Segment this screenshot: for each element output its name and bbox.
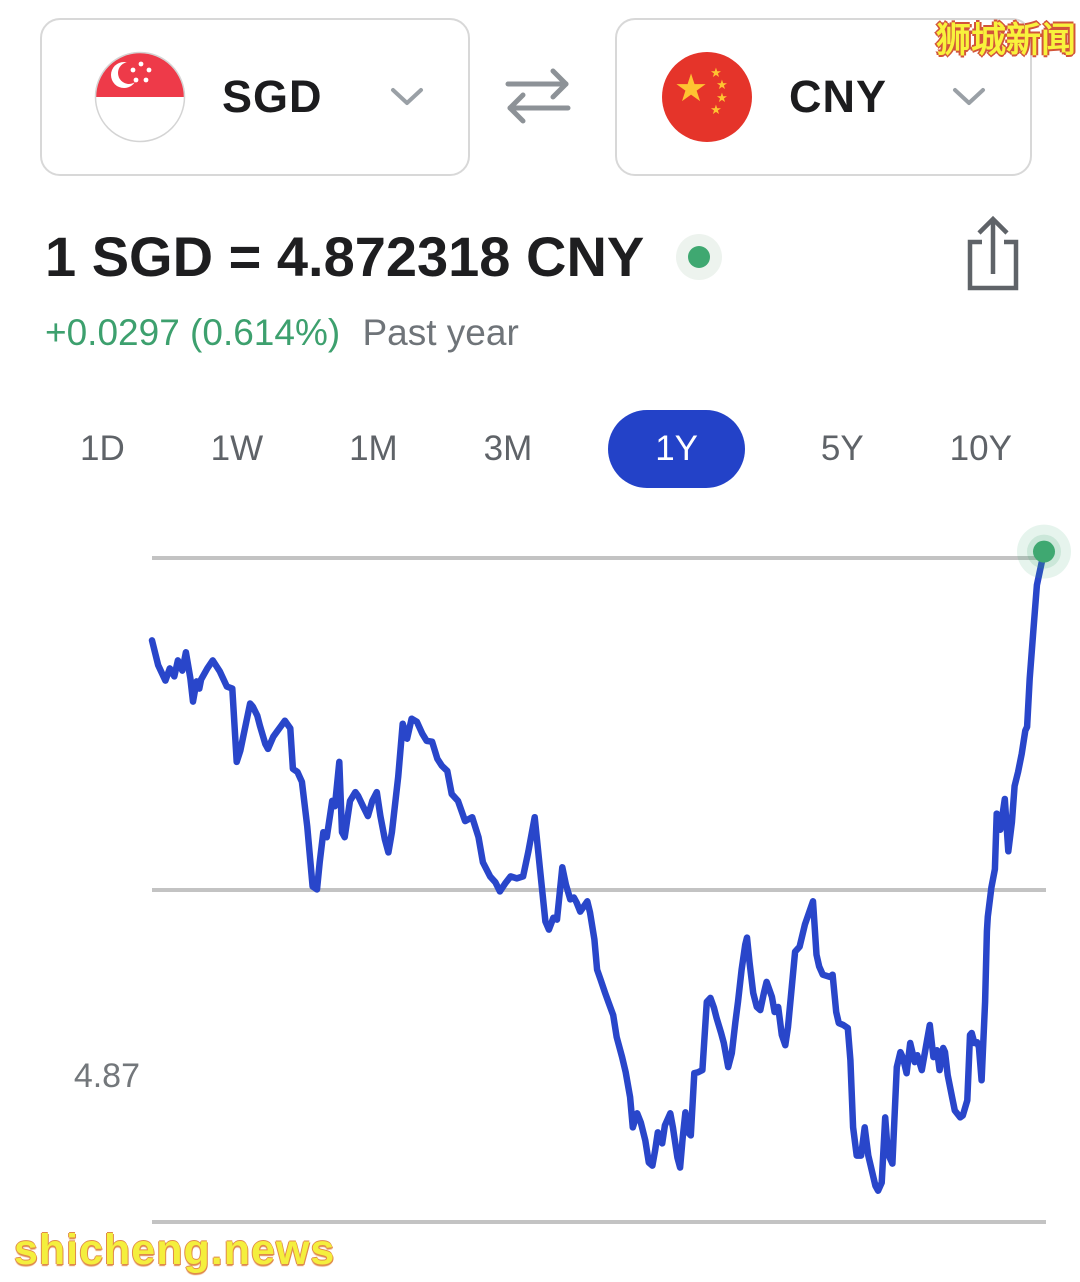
- tab-1y[interactable]: 1Y: [608, 410, 745, 488]
- svg-text:★: ★: [710, 66, 722, 81]
- tab-5y[interactable]: 5Y: [820, 429, 864, 468]
- svg-text:★: ★: [716, 78, 728, 93]
- to-currency-code: CNY: [789, 71, 888, 122]
- exchange-rate-text: 1 SGD = 4.872318 CNY: [45, 225, 645, 288]
- to-currency-selector[interactable]: ★ ★ ★ ★ ★ CNY: [615, 18, 1032, 176]
- exchange-rate-chart[interactable]: 4.87 4.75 4.63: [0, 520, 1080, 1282]
- y-axis-tick-label: 4.87: [73, 1057, 140, 1095]
- rate-change-value: +0.0297 (0.614%): [45, 312, 341, 353]
- tab-1w[interactable]: 1W: [210, 429, 264, 468]
- rate-change-period: Past year: [362, 312, 519, 353]
- tab-1m[interactable]: 1M: [349, 429, 398, 468]
- singapore-flag-icon: [94, 51, 186, 143]
- tab-1d[interactable]: 1D: [80, 429, 125, 468]
- rate-line-chart-svg[interactable]: [0, 520, 1080, 1282]
- svg-text:★: ★: [710, 103, 722, 118]
- live-rate-dot-icon: [676, 233, 723, 280]
- chevron-down-icon: [390, 87, 424, 107]
- svg-text:★: ★: [716, 91, 728, 106]
- rate-change-row: +0.0297 (0.614%) Past year: [45, 312, 519, 354]
- tab-10y[interactable]: 10Y: [949, 429, 1012, 468]
- time-range-tabs: 1D 1W 1M 3M 1Y 5Y 10Y: [0, 406, 1080, 492]
- watermark-bottom: shicheng.news: [14, 1226, 336, 1274]
- from-currency-code: SGD: [222, 71, 323, 122]
- china-flag-icon: ★ ★ ★ ★ ★: [662, 52, 752, 142]
- tab-3m[interactable]: 3M: [483, 429, 533, 468]
- chevron-down-icon: [952, 87, 986, 107]
- share-icon[interactable]: [960, 212, 1026, 294]
- watermark-top: 狮城新闻: [935, 21, 1076, 60]
- svg-text:★: ★: [674, 66, 708, 110]
- from-currency-selector[interactable]: SGD: [40, 18, 470, 176]
- swap-arrows-icon[interactable]: [500, 58, 576, 134]
